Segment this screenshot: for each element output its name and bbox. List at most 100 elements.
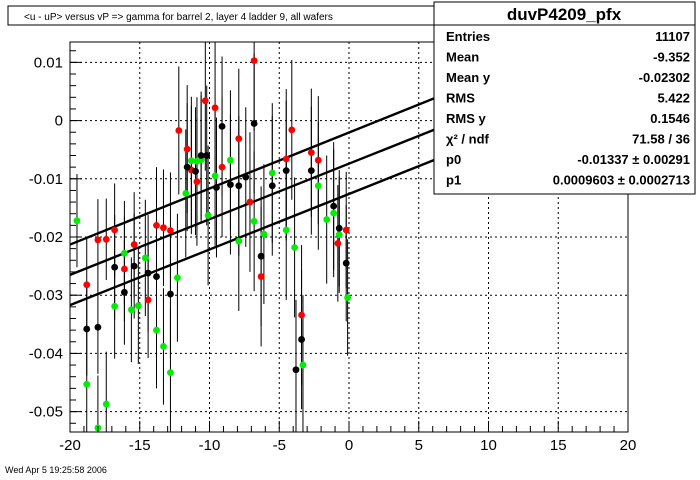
- stats-label: RMS: [446, 91, 475, 106]
- stats-label: Mean: [446, 50, 479, 65]
- green-data-point: [330, 209, 338, 217]
- red-data-point: [121, 265, 128, 273]
- green-data-point: [187, 157, 195, 165]
- green-data-point: [282, 226, 290, 234]
- stats-label: RMS y: [446, 111, 487, 126]
- data-markers: [73, 57, 352, 432]
- red-data-point: [201, 97, 209, 105]
- green-data-point: [182, 189, 190, 197]
- stats-value: -0.01337 ± 0.00291: [577, 152, 690, 167]
- y-tick-label: -0.05: [29, 404, 63, 421]
- black-data-point: [218, 123, 226, 130]
- x-axis: -20 -15 -10 -5 0 5 10 15 20: [59, 421, 636, 454]
- x-tick-label: 20: [620, 437, 637, 454]
- green-data-point: [134, 302, 142, 310]
- green-data-point: [111, 302, 119, 310]
- green-data-point: [344, 294, 352, 301]
- y-tick-label: -0.01: [29, 171, 63, 188]
- green-data-point: [102, 400, 110, 408]
- red-data-point: [111, 226, 119, 234]
- red-data-point: [167, 227, 174, 234]
- black-data-point: [213, 184, 220, 191]
- black-data-point: [235, 182, 243, 190]
- green-data-point: [260, 230, 268, 238]
- black-data-point: [342, 259, 350, 267]
- green-data-point: [167, 369, 174, 377]
- green-data-point: [211, 172, 219, 180]
- black-data-point: [130, 262, 138, 270]
- stats-rows: Entries 11107 Mean -9.352 Mean y -0.02302 RMS 5…: [446, 29, 690, 188]
- black-data-point: [167, 290, 174, 298]
- stats-label: p1: [446, 173, 461, 188]
- y-tick-label: -0.02: [29, 229, 63, 246]
- plot-title: <u - uP> versus vP => gamma for barrel 2…: [24, 12, 333, 23]
- red-data-point: [83, 281, 91, 289]
- red-data-point: [153, 221, 160, 229]
- red-data-point: [144, 296, 152, 304]
- red-data-point: [218, 163, 226, 171]
- y-tick-label: 0: [55, 113, 63, 130]
- black-data-point: [192, 167, 199, 175]
- red-data-point: [250, 57, 258, 65]
- red-data-point: [175, 127, 183, 134]
- red-data-point: [246, 198, 254, 206]
- black-data-point: [94, 323, 102, 331]
- y-tick-label: 0.01: [34, 54, 63, 71]
- green-data-point: [127, 306, 135, 314]
- stats-label: Mean y: [446, 70, 491, 85]
- error-bars: [76, 42, 349, 432]
- black-data-point: [307, 167, 315, 175]
- y-tick-label: -0.03: [29, 287, 63, 304]
- black-data-point: [153, 273, 160, 280]
- red-data-point: [211, 104, 219, 112]
- black-data-point: [227, 181, 234, 189]
- x-tick-label: -20: [59, 437, 81, 454]
- stats-box: duvP4209_pfx Entries 11107 Mean -9.352 Mean …: [433, 1, 696, 195]
- black-data-point: [121, 288, 128, 296]
- green-data-point: [141, 254, 149, 262]
- green-data-point: [299, 361, 307, 369]
- green-data-point: [291, 244, 298, 251]
- green-data-point: [121, 249, 128, 257]
- timestamp: Wed Apr 5 19:25:58 2006: [5, 465, 107, 475]
- black-data-point: [111, 263, 119, 271]
- red-data-point: [298, 311, 305, 319]
- stats-value: -0.02302: [639, 70, 690, 85]
- black-data-point: [183, 163, 191, 171]
- stats-value: 0.1546: [650, 111, 690, 126]
- x-tick-label: -15: [129, 437, 151, 454]
- x-tick-label: -5: [273, 437, 286, 454]
- red-data-point: [288, 126, 296, 134]
- stats-value: -9.352: [653, 50, 690, 65]
- x-tick-label: 0: [345, 437, 353, 454]
- red-data-point: [193, 178, 201, 186]
- red-data-point: [160, 224, 167, 232]
- red-data-point: [342, 226, 350, 234]
- stats-label: Entries: [446, 29, 490, 44]
- x-tick-label: 5: [415, 437, 423, 454]
- green-data-point: [227, 156, 234, 164]
- stats-value: 71.58 / 36: [632, 132, 690, 147]
- stats-value: 11107: [655, 29, 690, 44]
- green-data-point: [250, 217, 258, 225]
- red-data-point: [130, 241, 138, 248]
- black-data-point: [292, 366, 300, 374]
- red-data-point: [102, 235, 110, 243]
- title-box: <u - uP> versus vP => gamma for barrel 2…: [7, 5, 437, 26]
- black-data-point: [335, 224, 343, 232]
- x-tick-label: -10: [199, 437, 221, 454]
- red-data-point: [183, 145, 191, 153]
- y-tick-label: -0.04: [29, 345, 63, 362]
- stats-label: p0: [446, 152, 461, 167]
- green-data-point: [323, 216, 331, 223]
- green-data-point: [235, 237, 243, 245]
- green-data-point: [314, 182, 322, 190]
- green-data-point: [268, 169, 276, 177]
- black-data-point: [203, 152, 211, 159]
- stats-value: 0.0009603 ± 0.0002713: [553, 173, 690, 188]
- black-data-point: [268, 182, 276, 190]
- green-data-point: [174, 274, 181, 282]
- red-data-point: [257, 273, 265, 280]
- black-data-point: [83, 325, 91, 333]
- y-axis: 0.01 0 -0.01 -0.02 -0.03 -0.04 -0.05: [29, 50, 82, 424]
